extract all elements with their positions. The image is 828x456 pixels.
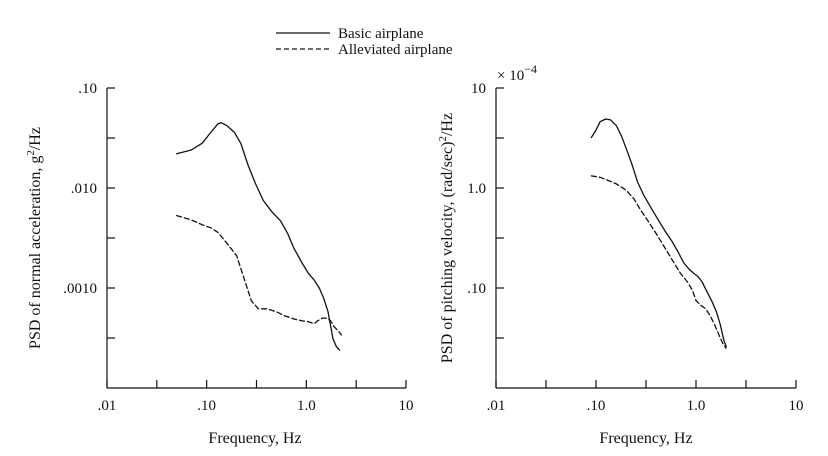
x-tick-label-right: .10 bbox=[587, 398, 606, 414]
series-line-basic-airplane-left bbox=[176, 122, 341, 351]
x-tick-label-right: 1.0 bbox=[687, 398, 706, 414]
legend-label-basic: Basic airplane bbox=[338, 26, 424, 42]
axes-pitching-velocity: .01 .10 1.0 10 10 1.0 .10 bbox=[467, 81, 803, 414]
axes-normal-acceleration: .01 .10 1.0 10 .10 .010 .0010 bbox=[63, 81, 413, 414]
y-axis-title-left: PSD of normal acceleration, g2/Hz bbox=[25, 127, 44, 349]
x-tick-label-left: 10 bbox=[399, 398, 414, 414]
series-group-pitching-velocity bbox=[590, 118, 727, 349]
legend: Basic airplane Alleviated airplane bbox=[276, 26, 453, 58]
x-tick-label-right: .01 bbox=[487, 398, 506, 414]
x-tick-label-right: 10 bbox=[789, 398, 804, 414]
y-tick-label-left: .0010 bbox=[63, 281, 97, 297]
chart-pitching-velocity: .01 .10 1.0 10 10 1.0 .10 Frequency, Hz PSD of… bbox=[437, 62, 804, 447]
legend-label-alleviated: Alleviated airplane bbox=[338, 42, 453, 58]
y-axis-title-right: PSD of pitching velocity, (rad/sec)2/Hz bbox=[437, 113, 456, 363]
chart-normal-acceleration: .01 .10 1.0 10 .10 .010 .0010 Frequency, Hz PS… bbox=[25, 81, 414, 447]
y-tick-label-right: 10 bbox=[471, 81, 486, 97]
series-line-alleviated-airplane-right bbox=[590, 175, 727, 349]
y-tick-label-right: 1.0 bbox=[467, 181, 486, 197]
x-tick-label-left: .01 bbox=[98, 398, 117, 414]
x-axis-title-right: Frequency, Hz bbox=[599, 430, 692, 447]
y-tick-label-left: .10 bbox=[78, 81, 97, 97]
y-tick-label-right: .10 bbox=[467, 281, 486, 297]
x-tick-label-left: 1.0 bbox=[297, 398, 316, 414]
y-axis-multiplier-right: × 10−4 bbox=[497, 62, 537, 84]
y-tick-label-left: .010 bbox=[71, 181, 97, 197]
series-line-basic-airplane-right bbox=[590, 118, 727, 348]
x-tick-label-left: .10 bbox=[197, 398, 216, 414]
series-line-alleviated-airplane-left bbox=[176, 214, 343, 336]
x-axis-title-left: Frequency, Hz bbox=[208, 430, 301, 447]
series-group-normal-acceleration bbox=[176, 122, 343, 351]
